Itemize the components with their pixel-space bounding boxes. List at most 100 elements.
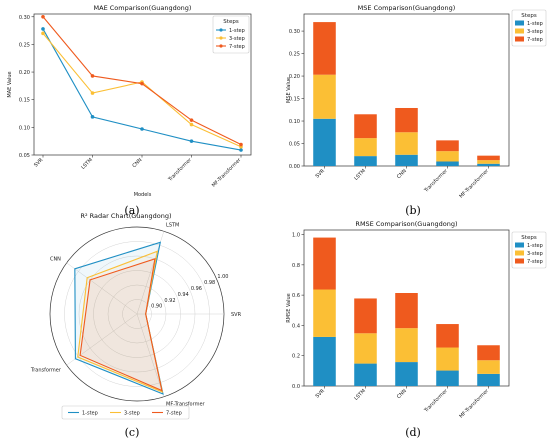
y-tick-label: 0.30 [19,15,30,21]
bar-segment [313,336,336,386]
r-tick-label: 1.00 [217,274,228,280]
y-tick-label: 0.10 [289,119,300,125]
bar-segment [313,74,336,119]
data-point [90,91,95,95]
bar-segment [477,160,500,164]
legend-label: 1-step [527,243,543,249]
r-tick-label: 0.90 [151,304,162,310]
legend-title: Steps [521,235,537,241]
legend-label: 3-step [229,36,245,42]
y-tick-label: 0.4 [292,323,300,329]
data-point [140,81,144,86]
bar-segment [354,333,377,364]
bar-segment [436,370,459,386]
legend-label: 7-step [229,44,245,50]
legend-swatch [515,258,524,264]
y-tick-label: 0.20 [19,70,30,76]
y-tick-label: 0.15 [289,97,300,103]
bar-segment [395,362,418,386]
bar-segment [477,373,500,386]
bar-segment [477,163,500,166]
bar-segment [354,363,377,386]
y-tick-label: 0.8 [292,263,300,269]
bar-segment [354,138,377,157]
legend-swatch [515,242,524,248]
bar-segment [395,107,418,133]
y-tick-label: 0.2 [292,354,300,360]
chart-title: MAE Comparison(Guangdong) [94,4,192,12]
legend-label: 1-step [82,411,98,417]
legend-box [61,405,190,420]
axis-label: LSTM [166,223,179,229]
y-tick-label: 0.30 [289,29,300,35]
caption-a: (a) [124,204,139,217]
rmse-stacked-bar-chart: RMSE Comparison(Guangdong) 0.0 0.2 0.4 0.6 0.… [286,220,547,420]
y-tick-label: 0.6 [292,293,300,299]
y-axis-label: MAE Value [7,71,13,97]
plot-frame [33,13,252,156]
legend-label: 3-step [527,251,543,257]
data-point [189,122,194,127]
r-tick-label: 0.96 [191,286,202,292]
y-tick-label: 0.00 [289,164,300,170]
legend-swatch-marker [219,44,223,48]
data-point [239,148,243,152]
bar-segment [436,324,459,348]
chart-title: RMSE Comparison(Guangdong) [355,220,457,228]
data-point [90,115,95,119]
bar-segment [395,328,418,363]
bar-segment [395,132,418,155]
legend-label: 7-step [166,411,182,417]
legend-swatch-marker [219,28,223,32]
legend-swatch [515,20,524,26]
chart-title: R² Radar Chart(Guangdong) [80,212,171,220]
y-tick-label: 0.10 [19,125,30,131]
data-point [41,14,45,19]
data-point [140,127,144,131]
bar-segment [354,298,377,334]
data-point [90,74,95,78]
y-axis-label: RMSE Value [286,293,292,322]
axis-label: Transformer [30,367,62,373]
caption-d: (d) [405,426,421,439]
r-tick-label: 0.92 [164,298,175,304]
legend-label: 1-step [527,21,543,27]
bar-segment [395,154,418,166]
legend-label: 7-step [527,37,543,43]
legend-label: 7-step [527,259,543,265]
spoke-line [66,262,138,315]
y-tick-label: 0.20 [289,74,300,80]
y-tick-label: 0.25 [19,42,30,48]
data-point [189,118,194,122]
legend-title: Steps [223,19,239,25]
y-tick-label: 0.05 [289,142,300,148]
legend-box [212,15,250,54]
data-point [41,27,45,31]
r2-radar-chart: R² Radar Chart(Guangdong)0.900.920.940.9… [30,212,242,420]
legend-label: 3-step [527,29,543,35]
x-tick-label: SVR [315,388,327,400]
y-tick-label: 0.15 [19,98,30,104]
y-axis-label: MSE Value [286,77,292,103]
bar-segment [354,156,377,166]
legend-swatch [515,36,524,42]
bar-segment [436,140,459,152]
bar-segment [313,289,336,337]
legend-swatch [515,250,524,256]
r-tick-label: 0.94 [178,292,189,298]
bar-segment [313,237,336,290]
bar-segment [436,151,459,162]
axis-label: CNN [50,257,61,263]
r-tick-label: 0.98 [204,280,215,286]
x-tick-label: SVR [315,168,327,180]
bar-segment [477,345,500,361]
bar-segment [395,293,418,329]
caption-c: (c) [125,426,140,439]
radar-series-7-step [79,258,163,392]
caption-b: (b) [405,204,421,217]
bar-segment [436,161,459,166]
axis-label: MF-Transformer [166,401,205,407]
data-point [239,142,243,147]
y-tick-label: 0.05 [19,153,30,159]
